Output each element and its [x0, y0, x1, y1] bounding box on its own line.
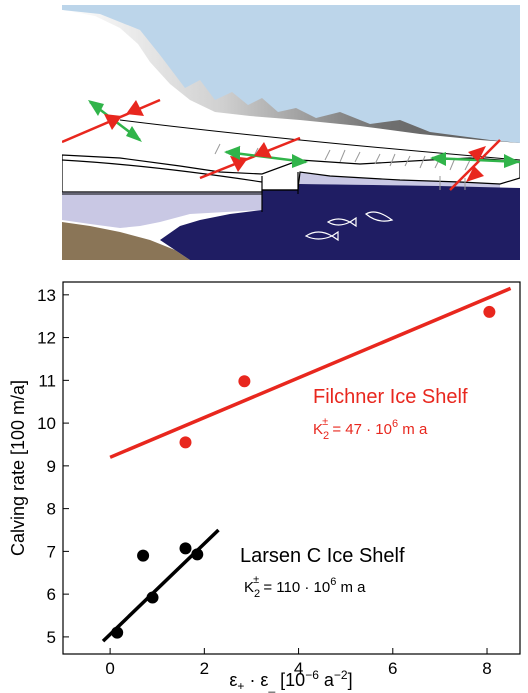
ground	[62, 222, 190, 260]
y-tick-label: 7	[47, 542, 56, 561]
x-tick-label: 2	[200, 659, 209, 678]
fish-icon	[304, 211, 394, 242]
larsen-point	[111, 626, 124, 639]
x-tick-label: 4	[294, 659, 303, 678]
larsen-fit-line	[101, 528, 220, 643]
filchner-constant: K2± = 47 · 106 m a	[313, 416, 428, 442]
x-tick-label: 8	[482, 659, 491, 678]
x-tick-label: 6	[388, 659, 397, 678]
x-tick-label: 0	[105, 659, 114, 678]
y-tick-label: 5	[47, 628, 56, 647]
fit-lines	[101, 286, 512, 643]
ice-shelf-illustration	[62, 5, 520, 260]
larsen-series-label: Larsen C Ice Shelf	[240, 545, 405, 567]
y-tick-label: 11	[38, 371, 56, 390]
y-axis: 5 6 7 8 9 10 11 12 13	[37, 286, 69, 647]
larsen-point	[179, 542, 192, 555]
ocean	[160, 184, 520, 260]
larsen-constant: K2± = 110 · 106 m a	[244, 574, 366, 600]
y-tick-label: 13	[37, 286, 56, 305]
x-axis: 0 2 4 6 8	[105, 648, 492, 678]
larsen-point	[191, 548, 204, 561]
calving-rate-chart: 5 6 7 8 9 10 11 12 13 0 2 4 6 8 Calving rate [100 m/…	[8, 281, 521, 693]
strain-arrows	[62, 98, 520, 191]
y-tick-label: 10	[37, 414, 56, 433]
y-tick-label: 6	[47, 585, 56, 604]
y-tick-label: 12	[37, 329, 56, 348]
x-axis-label: ε+ · ε_ [10−6 a−2]	[229, 668, 352, 693]
larsen-point	[146, 591, 159, 604]
y-tick-label: 8	[47, 500, 56, 519]
larsen-point	[137, 549, 150, 562]
data-points	[111, 305, 496, 639]
filchner-series-label: Filchner Ice Shelf	[313, 386, 468, 408]
y-axis-label: Calving rate [100 m/a]	[8, 380, 28, 556]
filchner-point	[238, 375, 251, 388]
plot-frame	[62, 281, 521, 655]
filchner-point	[179, 436, 192, 449]
y-tick-label: 9	[47, 457, 56, 476]
fish-icon	[326, 216, 357, 228]
filchner-fit-line	[109, 286, 512, 459]
filchner-point	[483, 305, 496, 318]
submerged-ice	[62, 190, 262, 228]
